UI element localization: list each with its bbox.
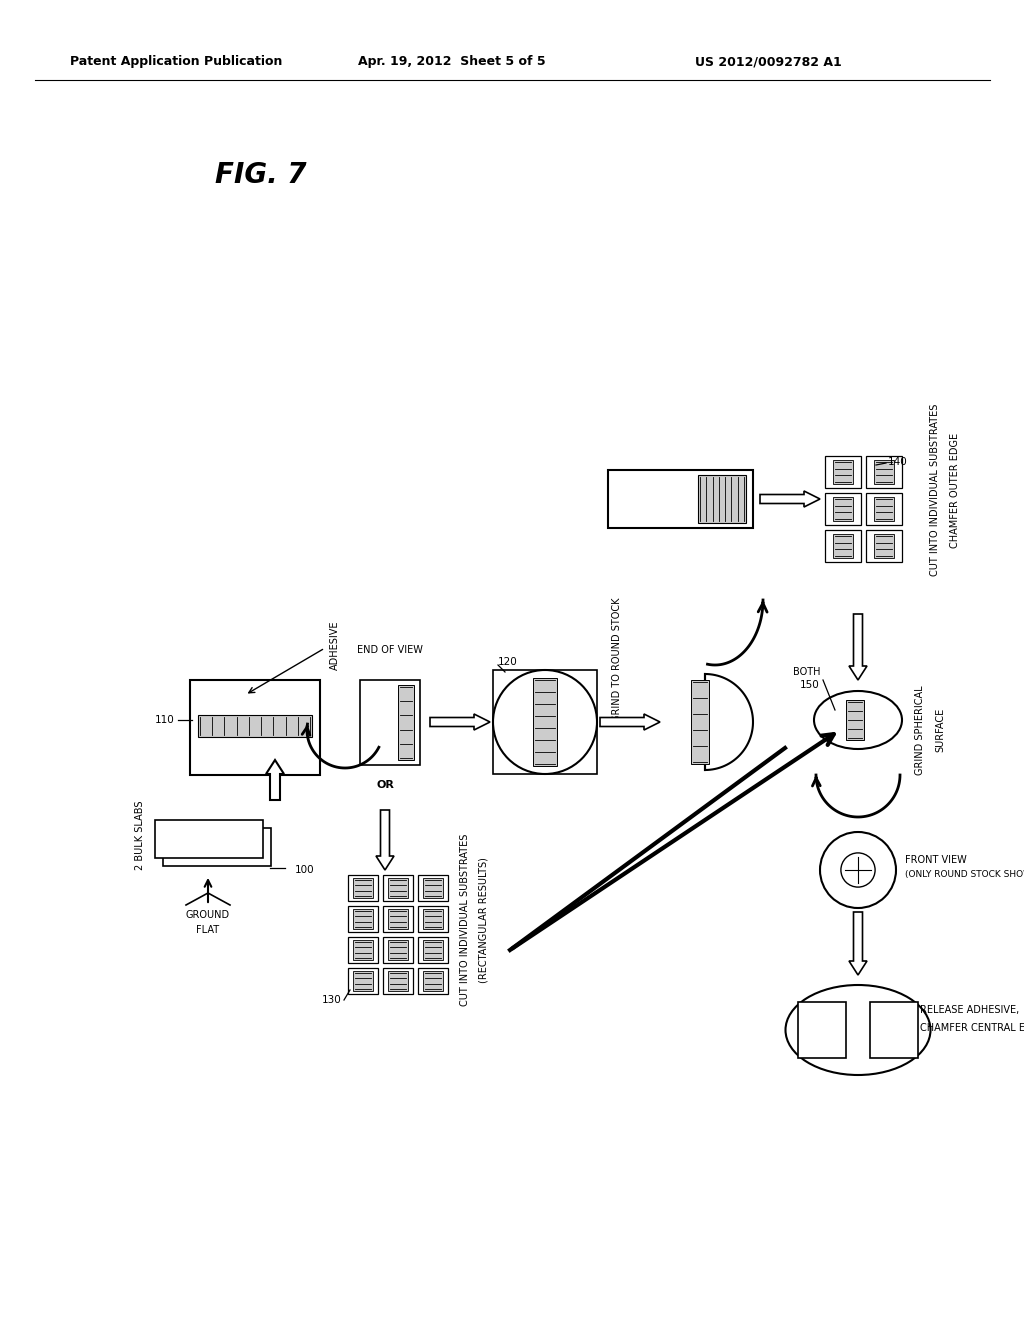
Circle shape — [820, 832, 896, 908]
Text: FIG. 7: FIG. 7 — [215, 161, 306, 189]
Text: (ONLY ROUND STOCK SHOWN): (ONLY ROUND STOCK SHOWN) — [905, 870, 1024, 879]
Text: 150: 150 — [800, 680, 820, 690]
Bar — [353, 878, 373, 898]
Text: RELEASE ADHESIVE,: RELEASE ADHESIVE, — [920, 1005, 1019, 1015]
Bar — [493, 671, 597, 774]
Bar — [825, 492, 861, 525]
Bar — [353, 940, 373, 960]
Bar — [383, 906, 413, 932]
Text: GRIND SPHERICAL: GRIND SPHERICAL — [915, 685, 925, 775]
Text: Patent Application Publication: Patent Application Publication — [70, 55, 283, 69]
Bar — [866, 492, 902, 525]
Polygon shape — [376, 810, 394, 870]
Bar — [825, 455, 861, 488]
Bar — [348, 906, 378, 932]
Text: 130: 130 — [323, 995, 342, 1005]
Text: CUT INTO INDIVIDUAL SUBSTRATES: CUT INTO INDIVIDUAL SUBSTRATES — [460, 834, 470, 1006]
Bar — [870, 1002, 918, 1059]
Bar — [353, 972, 373, 991]
Text: (RECTANGULAR RESULTS): (RECTANGULAR RESULTS) — [478, 857, 488, 983]
Text: ADHESIVE: ADHESIVE — [330, 620, 340, 669]
Ellipse shape — [785, 985, 931, 1074]
Text: FRONT VIEW: FRONT VIEW — [905, 855, 967, 865]
Bar — [348, 968, 378, 994]
Text: US 2012/0092782 A1: US 2012/0092782 A1 — [695, 55, 842, 69]
Bar — [198, 715, 312, 737]
Circle shape — [493, 671, 597, 774]
Bar — [798, 1002, 846, 1059]
Text: 140: 140 — [888, 457, 907, 467]
Polygon shape — [849, 614, 867, 680]
Bar — [190, 680, 319, 775]
Polygon shape — [849, 912, 867, 975]
Polygon shape — [760, 491, 820, 507]
Bar — [846, 700, 864, 741]
Bar — [360, 680, 420, 766]
Polygon shape — [266, 760, 284, 800]
Polygon shape — [600, 714, 660, 730]
Bar — [874, 498, 894, 521]
Text: 120: 120 — [498, 657, 518, 667]
Text: 110: 110 — [156, 715, 175, 725]
Bar — [383, 968, 413, 994]
Text: CUT INTO INDIVIDUAL SUBSTRATES: CUT INTO INDIVIDUAL SUBSTRATES — [930, 404, 940, 577]
Text: 2 BULK SLABS: 2 BULK SLABS — [135, 800, 145, 870]
Bar — [423, 878, 443, 898]
Text: GROUND: GROUND — [186, 909, 230, 920]
Bar — [866, 531, 902, 562]
Bar — [874, 459, 894, 484]
Bar — [383, 875, 413, 902]
Text: BOTH: BOTH — [793, 667, 820, 677]
Bar — [388, 878, 408, 898]
Bar — [418, 906, 449, 932]
Polygon shape — [705, 675, 753, 770]
Bar — [833, 459, 853, 484]
Bar — [383, 937, 413, 964]
Bar — [155, 820, 263, 858]
Bar — [388, 940, 408, 960]
Text: OR: OR — [376, 780, 394, 789]
Bar — [608, 470, 753, 528]
Circle shape — [841, 853, 876, 887]
Bar — [418, 937, 449, 964]
Text: CHAMFER OUTER EDGE: CHAMFER OUTER EDGE — [950, 433, 961, 548]
Bar — [691, 680, 709, 764]
Bar — [418, 875, 449, 902]
Text: END OF VIEW: END OF VIEW — [357, 645, 423, 655]
Bar — [698, 475, 746, 523]
Text: FLAT: FLAT — [197, 925, 219, 935]
Bar — [866, 455, 902, 488]
Bar — [423, 972, 443, 991]
Bar — [833, 535, 853, 558]
Bar — [534, 678, 557, 766]
Bar — [348, 875, 378, 902]
Bar — [388, 972, 408, 991]
Bar — [388, 909, 408, 929]
Bar — [418, 968, 449, 994]
Bar — [874, 535, 894, 558]
Bar — [423, 909, 443, 929]
Bar — [423, 940, 443, 960]
Bar — [825, 531, 861, 562]
Text: 100: 100 — [295, 865, 314, 875]
Bar — [833, 498, 853, 521]
Bar — [353, 909, 373, 929]
Bar — [348, 937, 378, 964]
Bar — [398, 685, 414, 760]
Polygon shape — [430, 714, 490, 730]
Text: CHAMFER CENTRAL EDGES: CHAMFER CENTRAL EDGES — [920, 1023, 1024, 1034]
Text: SURFACE: SURFACE — [935, 708, 945, 752]
Text: GRIND TO ROUND STOCK: GRIND TO ROUND STOCK — [612, 598, 622, 722]
Text: Apr. 19, 2012  Sheet 5 of 5: Apr. 19, 2012 Sheet 5 of 5 — [358, 55, 546, 69]
Ellipse shape — [814, 690, 902, 748]
Bar — [163, 828, 271, 866]
